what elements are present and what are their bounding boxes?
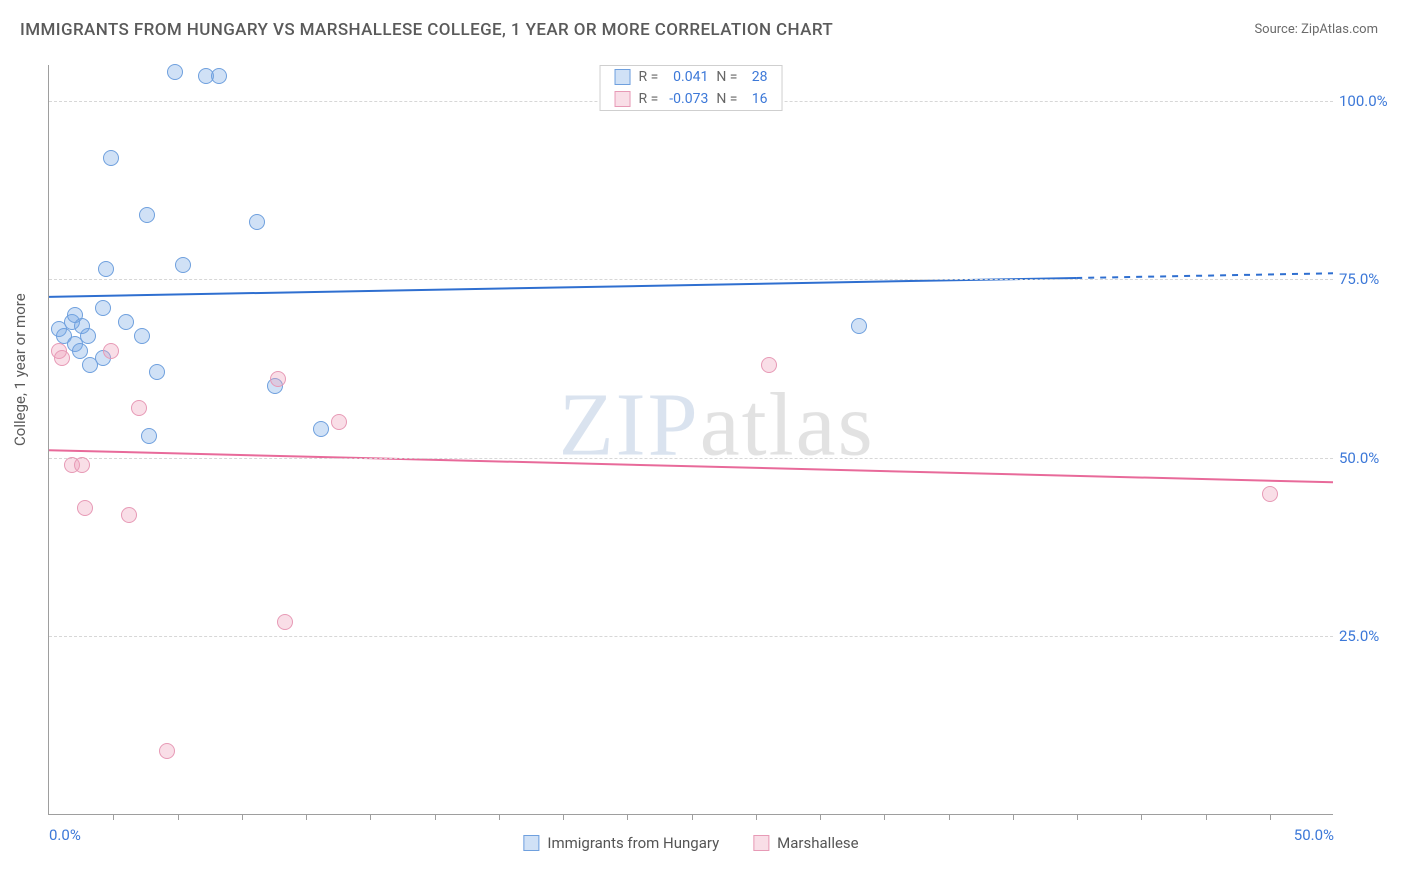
- x-tick-mark: [1270, 814, 1271, 820]
- legend-r-label: R =: [639, 91, 659, 107]
- point-hungary: [249, 214, 265, 230]
- x-tick-mark: [435, 814, 436, 820]
- point-marshallese: [159, 743, 175, 759]
- x-tick-mark: [1077, 814, 1078, 820]
- point-marshallese: [74, 457, 90, 473]
- legend-n-value: 28: [741, 69, 767, 85]
- point-hungary: [851, 318, 867, 334]
- watermark-atlas: atlas: [700, 375, 875, 474]
- point-hungary: [134, 328, 150, 344]
- x-tick-mark: [370, 814, 371, 820]
- point-marshallese: [1262, 486, 1278, 502]
- gridline-h: [49, 636, 1333, 637]
- swatch-marshallese: [753, 835, 769, 851]
- point-hungary: [175, 257, 191, 273]
- point-hungary: [72, 343, 88, 359]
- legend-n-label: N =: [716, 69, 737, 85]
- x-tick-mark: [820, 814, 821, 820]
- legend-r-value: 0.041: [662, 69, 708, 85]
- point-marshallese: [54, 350, 70, 366]
- x-tick-mark: [178, 814, 179, 820]
- legend-row-hungary: R =0.041 N =28: [601, 66, 782, 88]
- point-hungary: [313, 421, 329, 437]
- gridline-h: [49, 458, 1333, 459]
- point-hungary: [139, 207, 155, 223]
- point-marshallese: [331, 414, 347, 430]
- x-tick-mark: [242, 814, 243, 820]
- point-marshallese: [121, 507, 137, 523]
- point-hungary: [103, 150, 119, 166]
- point-hungary: [141, 428, 157, 444]
- x-tick-label: 0.0%: [49, 826, 81, 844]
- point-hungary: [80, 328, 96, 344]
- correlation-legend: R =0.041 N =28 R =-0.073 N =16: [600, 65, 783, 111]
- swatch-hungary: [523, 835, 539, 851]
- x-tick-mark: [499, 814, 500, 820]
- legend-r-value: -0.073: [662, 91, 708, 107]
- point-marshallese: [103, 343, 119, 359]
- y-tick-label: 50.0%: [1339, 449, 1405, 467]
- legend-n-value: 16: [741, 91, 767, 107]
- watermark-zip: ZIP: [559, 375, 700, 474]
- point-hungary: [211, 68, 227, 84]
- x-tick-mark: [627, 814, 628, 820]
- legend-row-marshallese: R =-0.073 N =16: [601, 88, 782, 110]
- x-tick-mark: [884, 814, 885, 820]
- point-marshallese: [131, 400, 147, 416]
- point-hungary: [95, 300, 111, 316]
- y-tick-label: 25.0%: [1339, 627, 1405, 645]
- x-tick-mark: [563, 814, 564, 820]
- legend-label-marshallese: Marshallese: [777, 834, 858, 852]
- watermark: ZIPatlas: [559, 373, 875, 476]
- point-marshallese: [761, 357, 777, 373]
- point-marshallese: [270, 371, 286, 387]
- x-tick-mark: [1013, 814, 1014, 820]
- x-tick-mark: [306, 814, 307, 820]
- legend-label-hungary: Immigrants from Hungary: [547, 834, 719, 852]
- x-tick-mark: [949, 814, 950, 820]
- source-attribution: Source: ZipAtlas.com: [1254, 22, 1378, 37]
- x-tick-mark: [113, 814, 114, 820]
- legend-item-hungary: Immigrants from Hungary: [523, 834, 719, 852]
- legend-item-marshallese: Marshallese: [753, 834, 858, 852]
- chart-title: IMMIGRANTS FROM HUNGARY VS MARSHALLESE C…: [20, 20, 833, 40]
- legend-r-label: R =: [639, 69, 659, 85]
- x-tick-label: 50.0%: [1294, 826, 1334, 844]
- swatch-marshallese: [615, 91, 631, 107]
- point-hungary: [98, 261, 114, 277]
- gridline-h: [49, 279, 1333, 280]
- point-hungary: [149, 364, 165, 380]
- trend-lines: [49, 65, 1333, 814]
- x-tick-mark: [1141, 814, 1142, 820]
- y-tick-label: 100.0%: [1339, 92, 1405, 110]
- swatch-hungary: [615, 69, 631, 85]
- y-tick-label: 75.0%: [1339, 270, 1405, 288]
- x-tick-mark: [1206, 814, 1207, 820]
- point-marshallese: [277, 614, 293, 630]
- source-name: ZipAtlas.com: [1301, 22, 1378, 37]
- source-label: Source:: [1254, 22, 1297, 37]
- x-tick-mark: [692, 814, 693, 820]
- legend-n-label: N =: [716, 91, 737, 107]
- x-tick-mark: [756, 814, 757, 820]
- trend-hungary-dashed: [1076, 273, 1333, 278]
- trend-marshallese: [49, 450, 1333, 482]
- trend-hungary: [49, 278, 1076, 297]
- point-hungary: [118, 314, 134, 330]
- y-axis-label: College, 1 year or more: [11, 293, 29, 446]
- plot-area: ZIPatlas R =0.041N =28R =-0.073N =16 Imm…: [48, 65, 1333, 815]
- point-marshallese: [77, 500, 93, 516]
- point-hungary: [167, 64, 183, 80]
- series-legend: Immigrants from Hungary Marshallese: [523, 834, 858, 852]
